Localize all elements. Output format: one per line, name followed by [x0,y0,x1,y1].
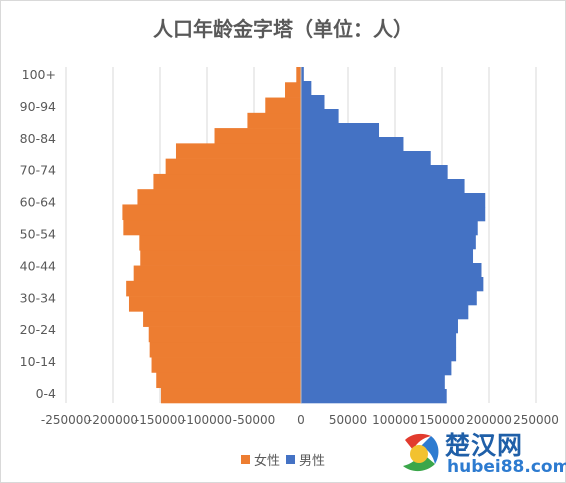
bar-male [301,137,404,152]
bar-male [301,277,484,292]
legend-item-male: 男性 [286,450,325,469]
bar-female [123,219,301,236]
bar-male [301,263,482,278]
bar-male [301,207,486,222]
y-tick-label: 10-14 [20,354,56,369]
x-tick-label: 100000 [372,413,418,427]
x-tick-label: -100000 [182,413,232,427]
legend-swatch-female [240,455,250,464]
bar-female [133,265,301,282]
bar-female [247,112,301,129]
chart-title: 人口年龄金字塔（单位：人） [153,17,413,41]
bar-female [214,128,301,144]
bar-female [165,158,301,175]
x-tick-label: 250000 [513,413,559,427]
bar-male [301,221,478,236]
x-tick-label: 150000 [419,413,465,427]
bar-male [301,67,304,82]
y-tick-label: 70-74 [20,163,56,178]
bar-female [128,296,301,312]
bar-female [153,173,301,190]
bar-female [285,82,301,98]
bar-female [137,189,301,205]
watermark: 楚汉网 hubei88.com [397,426,566,478]
bar-male [301,389,447,404]
bar-female [156,372,301,389]
x-tick-label: 0 [297,413,305,427]
bar-female [122,204,302,221]
bar-female [151,357,301,373]
x-tick-label: 200000 [466,413,512,427]
y-tick-label: 40-44 [20,258,56,273]
x-tick-label: -200000 [88,413,138,427]
bar-male [301,95,325,110]
bar-male [301,333,457,348]
watermark-logo-icon [403,433,439,472]
bar-male [301,249,474,264]
bar-female [140,250,301,266]
legend-item-female: 女性 [240,450,280,469]
bar-male [301,375,445,390]
watermark-title: 楚汉网 [445,431,524,460]
x-tick-label: 50000 [329,413,367,427]
y-tick-label: 80-84 [20,131,56,146]
bar-male [301,165,448,180]
bar-female [139,235,301,251]
x-tick-label: -50000 [233,413,276,427]
bar-male [301,235,476,250]
bar-female [148,326,301,343]
bar-female [296,67,301,83]
x-tick-label: -250000 [41,413,91,427]
y-tick-label: 60-64 [20,195,56,210]
legend-label-female: 女性 [253,454,280,469]
bar-male [301,81,312,96]
bar-male [301,109,339,124]
y-tick-label: 50-54 [20,227,56,242]
y-tick-label: 90-94 [20,99,56,114]
y-tick-label: 0-4 [36,386,56,401]
y-tick-label: 100+ [22,67,56,82]
legend-label-male: 男性 [299,454,326,469]
x-tick-label: -150000 [135,413,185,427]
bar-female [143,311,301,327]
bar-female [149,341,301,358]
bar-male [301,123,380,138]
bar-female [175,143,301,159]
bar-female [160,387,301,404]
legend-swatch-male [286,455,295,464]
watermark-domain: hubei88.com [447,457,566,477]
bar-male [301,193,486,208]
bar-male [301,151,431,166]
bar-female [126,280,301,297]
bar-male [301,319,458,334]
bar-female [265,97,301,114]
bar-male [301,179,465,194]
chart-legend: 女性 男性 [1,450,565,469]
y-tick-label: 20-24 [20,322,56,337]
bar-male [301,361,452,376]
bar-male [301,305,469,320]
bar-male [301,291,477,306]
bar-male [301,347,457,362]
y-tick-label: 30-34 [20,290,56,305]
